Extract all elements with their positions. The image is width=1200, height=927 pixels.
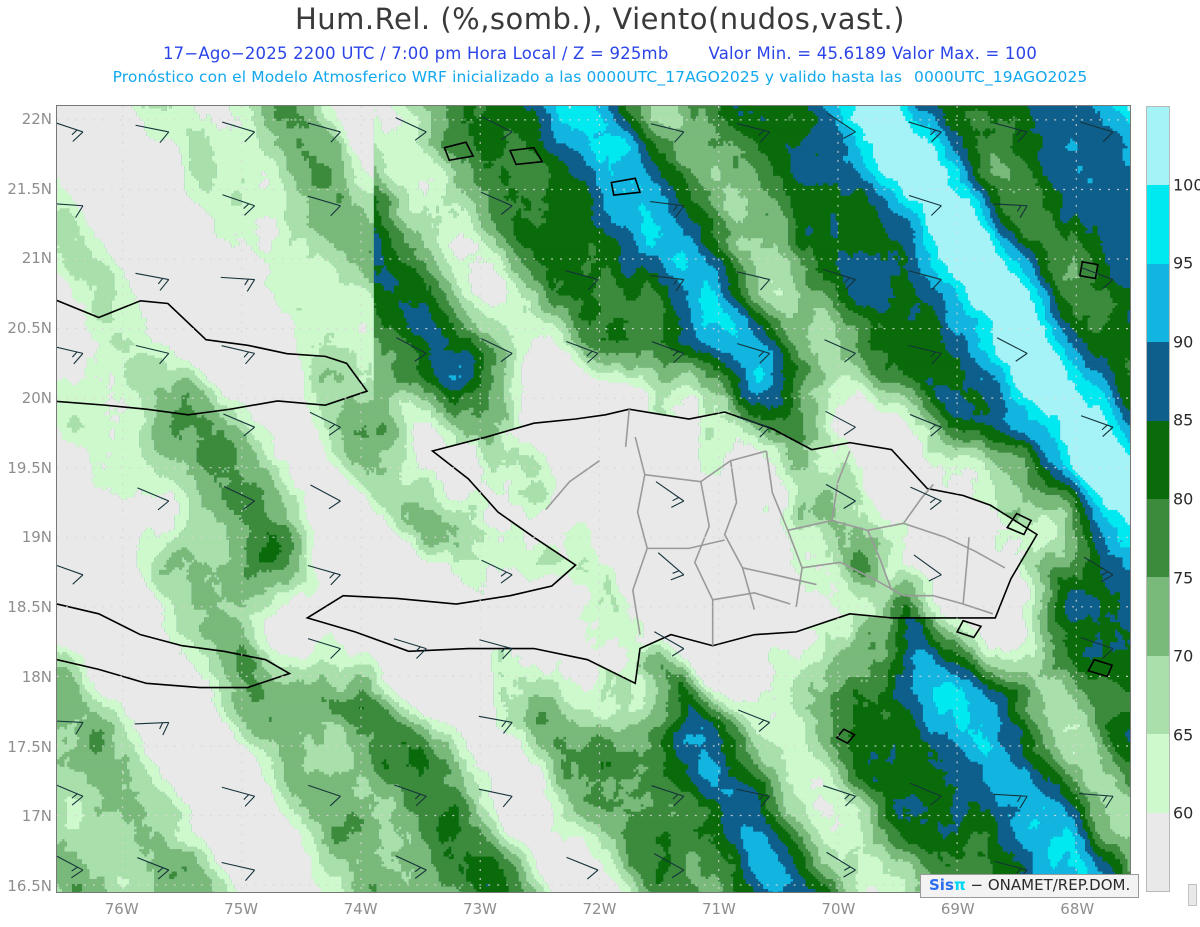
forecast-time-line: 17−Ago−2025 2200 UTC / 7:00 pm Hora Loca… (0, 44, 1200, 63)
lat-tick-4: 20N (21, 388, 52, 407)
colorbar-tick-90: 90 (1173, 332, 1194, 352)
lat-tick-7: 18.5N (7, 598, 52, 617)
lat-tick-0: 22N (21, 109, 52, 128)
scroll-nub[interactable] (1188, 884, 1197, 906)
colorbar-labels: 100 95 90 85 80 75 70 65 60 (1173, 106, 1200, 892)
colorbar-segment-85 (1147, 342, 1169, 421)
page-title: Hum.Rel. (%,somb.), Viento(nudos,vast.) (295, 2, 905, 36)
lat-tick-5: 19.5N (7, 458, 52, 477)
colorbar-segment-95 (1147, 185, 1169, 264)
lon-tick-6: 70W (821, 900, 856, 918)
colorbar-segment-75 (1147, 499, 1169, 578)
lon-tick-2: 74W (343, 900, 378, 918)
colorbar-segment-90 (1147, 263, 1169, 343)
colorbar-tick-80: 80 (1173, 489, 1194, 509)
colorbar-tick-95: 95 (1173, 253, 1194, 273)
colorbar-segment-100 (1147, 107, 1169, 186)
lat-tick-9: 17.5N (7, 737, 52, 756)
model-init-text: Pronóstico con el Modelo Atmosferico WRF… (112, 68, 903, 86)
attribution-badge: Sisπ − ONAMET/REP.DOM. (920, 874, 1140, 898)
lat-tick-10: 17N (21, 807, 52, 826)
forecast-datetime: 17−Ago−2025 2200 UTC / 7:00 pm Hora Loca… (162, 44, 669, 63)
lat-tick-8: 18N (21, 667, 52, 686)
lat-tick-1: 21.5N (7, 179, 52, 198)
sis-logo-text: Sis (929, 876, 954, 894)
lon-tick-8: 68W (1060, 900, 1095, 918)
value-range: Valor Min. = 45.6189 Valor Max. = 100 (708, 44, 1038, 63)
humidity-shading-canvas (57, 106, 1130, 892)
lat-tick-2: 21N (21, 249, 52, 268)
colorbar-segment-60 (1147, 734, 1169, 813)
colorbar-segment-70 (1147, 577, 1169, 656)
colorbar-segment-80 (1147, 420, 1169, 500)
colorbar-tick-85: 85 (1173, 410, 1194, 430)
agency-text: − ONAMET/REP.DOM. (970, 876, 1131, 894)
lat-tick-6: 19N (21, 528, 52, 547)
lon-tick-5: 71W (701, 900, 736, 918)
model-valid-text: 0000UTC_19AGO2025 (914, 68, 1088, 86)
lon-tick-4: 72W (582, 900, 617, 918)
colorbar (1146, 106, 1170, 892)
colorbar-tick-75: 75 (1173, 568, 1194, 588)
lon-tick-7: 69W (940, 900, 975, 918)
lat-tick-3: 20.5N (7, 319, 52, 338)
latitude-axis: 22N 21.5N 21N 20.5N 20N 19.5N 19N 18.5N 18N 17.5N… (0, 0, 56, 927)
map-plot-area[interactable] (56, 105, 1131, 893)
lon-tick-0: 76W (104, 900, 139, 918)
colorbar-segment-65 (1147, 655, 1169, 735)
lat-tick-11: 16.5N (7, 877, 52, 896)
colorbar-tick-65: 65 (1173, 725, 1194, 745)
colorbar-tick-70: 70 (1173, 646, 1194, 666)
colorbar-segment-min (1147, 812, 1169, 892)
model-description-line: Pronóstico con el Modelo Atmosferico WRF… (0, 68, 1200, 86)
lon-tick-1: 75W (224, 900, 259, 918)
pi-logo-icon: π (953, 876, 966, 894)
colorbar-tick-100: 100 (1173, 175, 1200, 195)
lon-tick-3: 73W (463, 900, 497, 918)
colorbar-tick-60: 60 (1173, 803, 1194, 823)
